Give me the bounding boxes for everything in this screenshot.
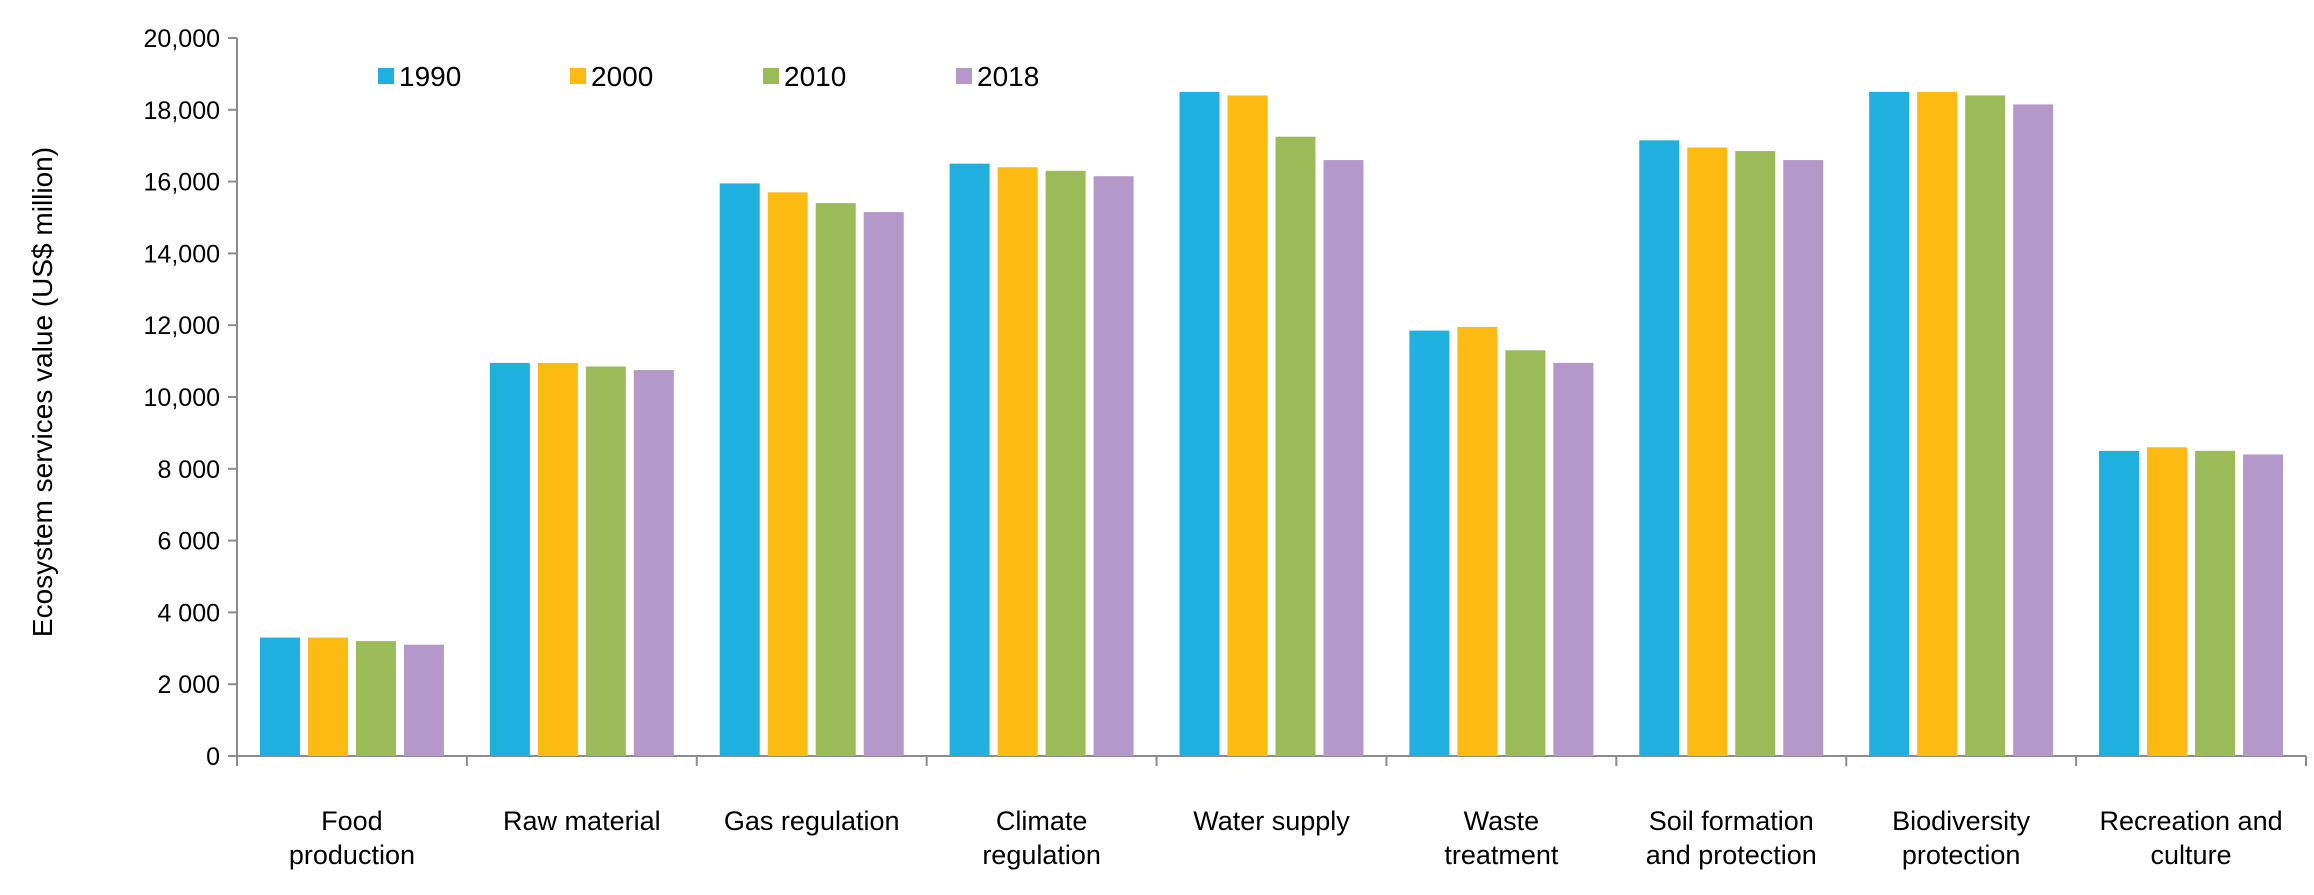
legend-swatch-2000 xyxy=(570,68,586,84)
y-tick-label: 8 000 xyxy=(157,456,220,484)
bar-2000 xyxy=(1687,147,1728,756)
x-tick-label: Climate regulation xyxy=(982,806,1101,870)
bars xyxy=(259,91,2284,757)
x-tick-label-line: Water supply xyxy=(1193,806,1350,836)
x-tick-label-line: Raw material xyxy=(503,806,661,836)
bar-1990 xyxy=(1639,140,1680,756)
bar-2010 xyxy=(585,366,626,756)
bar-2010 xyxy=(1045,170,1086,756)
bar-1990 xyxy=(259,637,300,756)
bar-2000 xyxy=(537,362,578,756)
legend-swatch-2018 xyxy=(956,68,972,84)
x-tick-label: Recreation and culture xyxy=(2099,806,2282,870)
bar-2000 xyxy=(997,167,1038,757)
y-tick-label: 14,000 xyxy=(144,240,220,268)
bar-1990 xyxy=(489,362,530,756)
x-tick-label-line: production xyxy=(289,840,415,870)
bar-2018 xyxy=(1553,362,1594,756)
bar-2010 xyxy=(2195,450,2236,756)
x-tick-label: Raw material xyxy=(503,806,661,836)
bar-2010 xyxy=(1275,136,1316,757)
bar-2000 xyxy=(1457,326,1498,756)
bar-2000 xyxy=(1917,91,1958,757)
y-axis-title-group: Ecosystem services value (US$ million) xyxy=(27,147,58,637)
x-tick-label-line: regulation xyxy=(982,840,1101,870)
x-tick-label: Soil formation and protection xyxy=(1646,806,1817,870)
bar-2018 xyxy=(1323,160,1364,756)
y-tick-label: 2 000 xyxy=(157,671,220,699)
bar-2018 xyxy=(1093,176,1134,757)
y-tick-label: 6 000 xyxy=(157,528,220,556)
x-tick-label-line: Climate xyxy=(996,806,1088,836)
bar-2018 xyxy=(2243,454,2284,756)
bar-1990 xyxy=(1869,91,1910,757)
bar-2018 xyxy=(403,644,444,756)
x-tick-label-line: Soil formation xyxy=(1649,806,1814,836)
y-axis-title: Ecosystem services value (US$ million) xyxy=(27,147,58,637)
bar-2000 xyxy=(307,637,348,756)
bar-2010 xyxy=(1965,95,2006,756)
x-tick-label: Food production xyxy=(289,806,415,870)
bar-2018 xyxy=(1783,160,1824,756)
y-tick-label: 16,000 xyxy=(144,169,220,197)
bar-2000 xyxy=(1227,95,1268,756)
x-tick-label: Water supply xyxy=(1193,806,1350,836)
y-tick-label: 10,000 xyxy=(144,384,220,412)
bar-2010 xyxy=(815,203,856,756)
x-tick-label-line: protection xyxy=(1902,840,2021,870)
x-labels: Food production Raw material Gas regulation… xyxy=(289,806,2283,870)
bar-2018 xyxy=(2013,104,2054,757)
legend-label-2000: 2000 xyxy=(591,61,653,92)
x-tick-label-line: Biodiversity xyxy=(1892,806,2031,836)
y-tick-label: 4 000 xyxy=(157,599,220,627)
x-tick-label-line: Food xyxy=(321,806,383,836)
y-tick-label: 20,000 xyxy=(144,25,220,53)
y-tick-label: 0 xyxy=(206,743,220,771)
x-tick-label-line: Gas regulation xyxy=(724,806,900,836)
legend-label-2010: 2010 xyxy=(784,61,846,92)
x-tick-label-line: Waste xyxy=(1464,806,1540,836)
legend-label-2018: 2018 xyxy=(977,61,1039,92)
legend-swatch-2010 xyxy=(763,68,779,84)
bar-1990 xyxy=(2099,450,2140,756)
bar-2018 xyxy=(863,212,904,757)
x-tick-label: Waste treatment xyxy=(1444,806,1559,870)
y-tick-label: 18,000 xyxy=(144,97,220,125)
legend-swatch-1990 xyxy=(378,68,394,84)
y-tick-label: 12,000 xyxy=(144,312,220,340)
x-tick-label-line: and protection xyxy=(1646,840,1817,870)
bar-2010 xyxy=(1735,151,1776,756)
legend: 1990 2000 2010 2018 xyxy=(378,61,1039,92)
bar-2010 xyxy=(1505,350,1546,756)
y-ticks: 0 2 000 4 000 6 000 8 000 10,000 12,000 14,000 1… xyxy=(144,25,237,771)
bar-2000 xyxy=(2147,447,2188,756)
x-tick-label-line: culture xyxy=(2151,840,2232,870)
x-tick-label: Gas regulation xyxy=(724,806,900,836)
x-tick-label-line: treatment xyxy=(1444,840,1559,870)
bar-1990 xyxy=(1409,330,1450,756)
bar-1990 xyxy=(719,183,760,756)
bar-1990 xyxy=(1179,91,1220,757)
x-tick-label: Biodiversity protection xyxy=(1892,806,2031,870)
bar-2000 xyxy=(767,192,808,756)
bar-2010 xyxy=(355,641,396,756)
bar-2018 xyxy=(633,370,674,756)
legend-label-1990: 1990 xyxy=(399,61,461,92)
bar-1990 xyxy=(949,163,990,756)
x-tick-label-line: Recreation and xyxy=(2099,806,2282,836)
